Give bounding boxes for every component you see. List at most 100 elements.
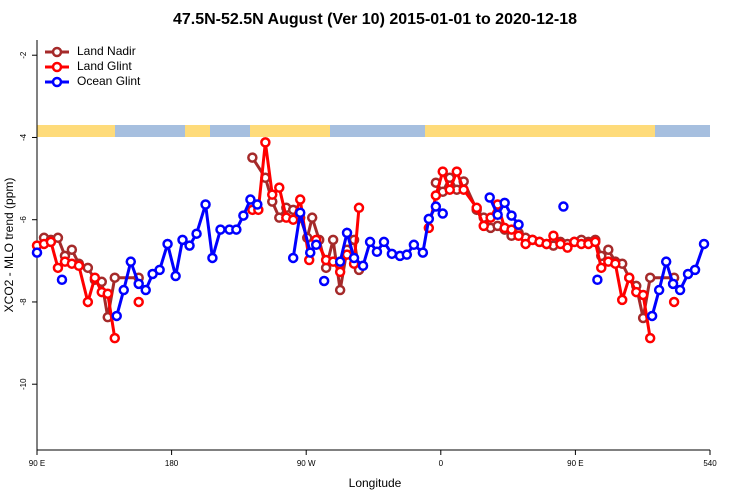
- point: [82, 262, 94, 274]
- legend-marker: [51, 46, 63, 58]
- point: [371, 246, 383, 258]
- point: [408, 239, 420, 251]
- land-ocean-strip: [37, 125, 710, 137]
- point: [430, 190, 442, 201]
- point: [73, 260, 85, 272]
- point: [417, 247, 429, 258]
- point: [646, 310, 658, 322]
- point: [111, 310, 122, 322]
- point: [541, 238, 552, 250]
- legend-marker: [51, 76, 63, 88]
- point: [653, 284, 665, 296]
- point: [471, 202, 482, 214]
- point: [327, 234, 339, 246]
- point: [247, 152, 258, 163]
- point: [451, 166, 463, 177]
- point: [133, 278, 144, 290]
- point: [689, 264, 701, 276]
- point: [31, 247, 43, 258]
- point: [102, 288, 113, 299]
- point: [274, 182, 285, 193]
- legend-marker: [51, 61, 63, 73]
- point: [238, 210, 249, 221]
- point: [590, 236, 601, 248]
- x-tick-label: 90 E: [29, 459, 45, 468]
- point: [478, 220, 489, 232]
- point: [162, 238, 173, 250]
- point: [610, 258, 621, 269]
- y-axis-label: XCO2 - MLO trend (ppm): [2, 178, 16, 313]
- point: [401, 249, 413, 260]
- point: [207, 252, 218, 264]
- point: [660, 256, 672, 267]
- point: [562, 242, 573, 253]
- point: [513, 219, 524, 230]
- point: [357, 260, 369, 272]
- point: [109, 332, 121, 344]
- point: [492, 209, 503, 221]
- y-tick-label: -4: [19, 133, 28, 141]
- point: [66, 244, 78, 255]
- point: [674, 284, 686, 296]
- point: [294, 194, 306, 205]
- point: [170, 270, 181, 282]
- point: [154, 264, 165, 276]
- point: [231, 224, 242, 235]
- point: [200, 199, 211, 210]
- point: [334, 256, 346, 267]
- point: [592, 274, 603, 285]
- point: [118, 284, 129, 296]
- legend-label: Ocean Glint: [77, 74, 141, 88]
- x-tick-label: 180: [165, 459, 179, 468]
- point: [506, 210, 517, 221]
- point: [484, 192, 495, 203]
- point: [458, 184, 469, 195]
- point: [287, 214, 299, 225]
- point: [423, 213, 435, 225]
- x-tick-label: 90 W: [297, 459, 316, 468]
- point: [378, 236, 390, 248]
- point: [437, 208, 448, 219]
- point: [318, 275, 330, 287]
- y-tick-label: -10: [19, 378, 28, 390]
- point: [430, 201, 442, 212]
- point: [596, 262, 607, 274]
- point: [109, 272, 121, 283]
- x-axis-label: Longitude: [349, 476, 402, 490]
- point: [252, 199, 263, 210]
- point: [548, 230, 559, 241]
- point: [140, 284, 151, 296]
- point: [668, 296, 680, 308]
- point: [334, 284, 346, 296]
- point: [82, 296, 94, 308]
- point: [89, 272, 101, 283]
- point: [616, 294, 628, 306]
- y-tick-label: -8: [19, 298, 28, 306]
- point: [667, 278, 679, 290]
- point: [334, 266, 346, 278]
- x-tick-label: 540: [703, 459, 717, 468]
- point: [603, 244, 614, 255]
- point: [310, 239, 322, 251]
- point: [506, 224, 517, 235]
- point: [623, 272, 635, 283]
- point: [644, 332, 656, 344]
- point: [191, 228, 202, 239]
- legend-label: Land Nadir: [77, 44, 136, 58]
- point: [306, 212, 318, 223]
- point: [52, 262, 64, 274]
- x-tick-label: 0: [439, 459, 444, 468]
- point: [637, 289, 649, 301]
- point: [444, 172, 456, 184]
- point: [364, 236, 376, 248]
- y-tick-label: -6: [19, 216, 28, 224]
- point: [56, 274, 68, 285]
- point: [267, 189, 278, 200]
- point: [644, 272, 656, 283]
- point: [437, 166, 448, 177]
- point: [444, 184, 456, 195]
- point: [45, 236, 57, 248]
- chart-title: 47.5N-52.5N August (Ver 10) 2015-01-01 t…: [173, 11, 577, 28]
- point: [177, 234, 188, 246]
